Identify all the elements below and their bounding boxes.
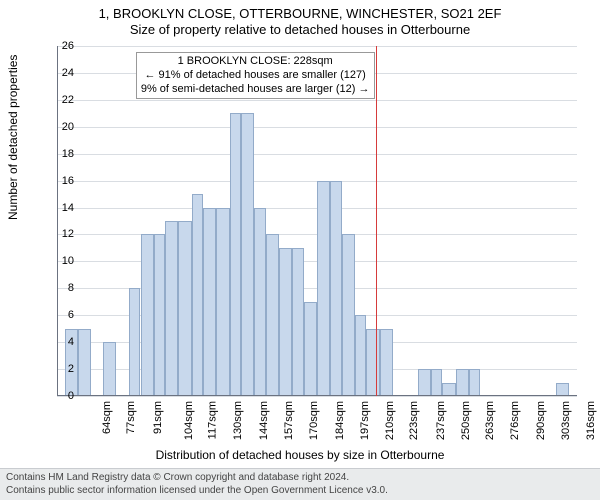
xtick-label: 130sqm <box>232 401 244 440</box>
ytick-label: 24 <box>44 67 74 79</box>
xtick-label: 117sqm <box>207 401 219 439</box>
ytick-label: 22 <box>44 94 74 106</box>
histogram-bar <box>442 383 455 396</box>
histogram-bar <box>342 234 355 396</box>
histogram-bar <box>456 369 469 396</box>
xtick-label: 263sqm <box>484 401 496 440</box>
gridline <box>57 154 577 155</box>
gridline <box>57 127 577 128</box>
histogram-bar <box>380 329 393 396</box>
annotation-line1: 1 BROOKLYN CLOSE: 228sqm <box>141 55 370 69</box>
histogram-bar <box>330 181 341 396</box>
histogram-bar <box>469 369 480 396</box>
gridline <box>57 46 577 47</box>
histogram-bar <box>203 208 216 396</box>
histogram-bar <box>556 383 569 396</box>
ytick-label: 6 <box>44 309 74 321</box>
xtick-label: 64sqm <box>101 401 113 434</box>
footer-line2: Contains public sector information licen… <box>6 485 594 498</box>
annotation-box: 1 BROOKLYN CLOSE: 228sqm← 91% of detache… <box>136 52 375 99</box>
histogram-bar <box>192 194 203 396</box>
histogram-bar <box>317 181 330 396</box>
histogram-bar <box>103 342 116 396</box>
ytick-label: 10 <box>44 255 74 267</box>
title-address: 1, BROOKLYN CLOSE, OTTERBOURNE, WINCHEST… <box>0 6 600 22</box>
ytick-label: 18 <box>44 148 74 160</box>
xtick-label: 197sqm <box>359 401 371 440</box>
histogram-bar <box>216 208 229 396</box>
histogram-bar <box>418 369 431 396</box>
footer-line1: Contains HM Land Registry data © Crown c… <box>6 472 594 485</box>
histogram-bar <box>431 369 442 396</box>
histogram-bar <box>241 113 254 396</box>
x-axis-label: Distribution of detached houses by size … <box>0 448 600 462</box>
xtick-label: 170sqm <box>308 401 320 440</box>
ytick-label: 4 <box>44 336 74 348</box>
histogram-bar <box>165 221 178 396</box>
xtick-label: 210sqm <box>384 401 396 440</box>
xtick-label: 237sqm <box>435 401 447 440</box>
histogram-bar <box>230 113 241 396</box>
histogram-bar <box>292 248 303 396</box>
y-axis-label: Number of detached properties <box>6 55 20 220</box>
xtick-label: 223sqm <box>408 401 420 440</box>
histogram-bar <box>254 208 265 396</box>
ytick-label: 26 <box>44 40 74 52</box>
ytick-label: 20 <box>44 121 74 133</box>
x-axis-line <box>57 395 577 396</box>
histogram-bar <box>178 221 191 396</box>
ytick-label: 14 <box>44 202 74 214</box>
histogram-bar <box>304 302 317 396</box>
annotation-line3: 9% of semi-detached houses are larger (1… <box>141 83 370 97</box>
histogram-bar <box>129 288 140 396</box>
xtick-label: 316sqm <box>585 401 597 440</box>
gridline <box>57 396 577 397</box>
ytick-label: 8 <box>44 282 74 294</box>
chart-plot-area: 1 BROOKLYN CLOSE: 228sqm← 91% of detache… <box>57 46 577 396</box>
histogram-bar <box>141 234 154 396</box>
annotation-line2: ← 91% of detached houses are smaller (12… <box>141 69 370 83</box>
xtick-label: 290sqm <box>536 401 548 440</box>
xtick-label: 104sqm <box>183 401 195 440</box>
reference-line <box>376 46 377 396</box>
ytick-label: 2 <box>44 363 74 375</box>
histogram-bar <box>279 248 292 396</box>
xtick-label: 184sqm <box>334 401 346 440</box>
histogram-bar <box>154 234 165 396</box>
histogram-bar <box>266 234 279 396</box>
title-subtitle: Size of property relative to detached ho… <box>0 22 600 38</box>
histogram-bar <box>78 329 91 396</box>
xtick-label: 91sqm <box>152 401 164 434</box>
xtick-label: 77sqm <box>125 401 137 434</box>
histogram-bar <box>366 329 379 396</box>
xtick-label: 157sqm <box>283 401 295 440</box>
xtick-label: 144sqm <box>259 401 271 440</box>
ytick-label: 16 <box>44 175 74 187</box>
histogram-bar <box>355 315 366 396</box>
ytick-label: 0 <box>44 390 74 402</box>
ytick-label: 12 <box>44 228 74 240</box>
xtick-label: 303sqm <box>560 401 572 440</box>
xtick-label: 250sqm <box>460 401 472 440</box>
gridline <box>57 100 577 101</box>
chart-title-block: 1, BROOKLYN CLOSE, OTTERBOURNE, WINCHEST… <box>0 0 600 39</box>
footer-licence: Contains HM Land Registry data © Crown c… <box>0 468 600 500</box>
xtick-label: 276sqm <box>509 401 521 440</box>
